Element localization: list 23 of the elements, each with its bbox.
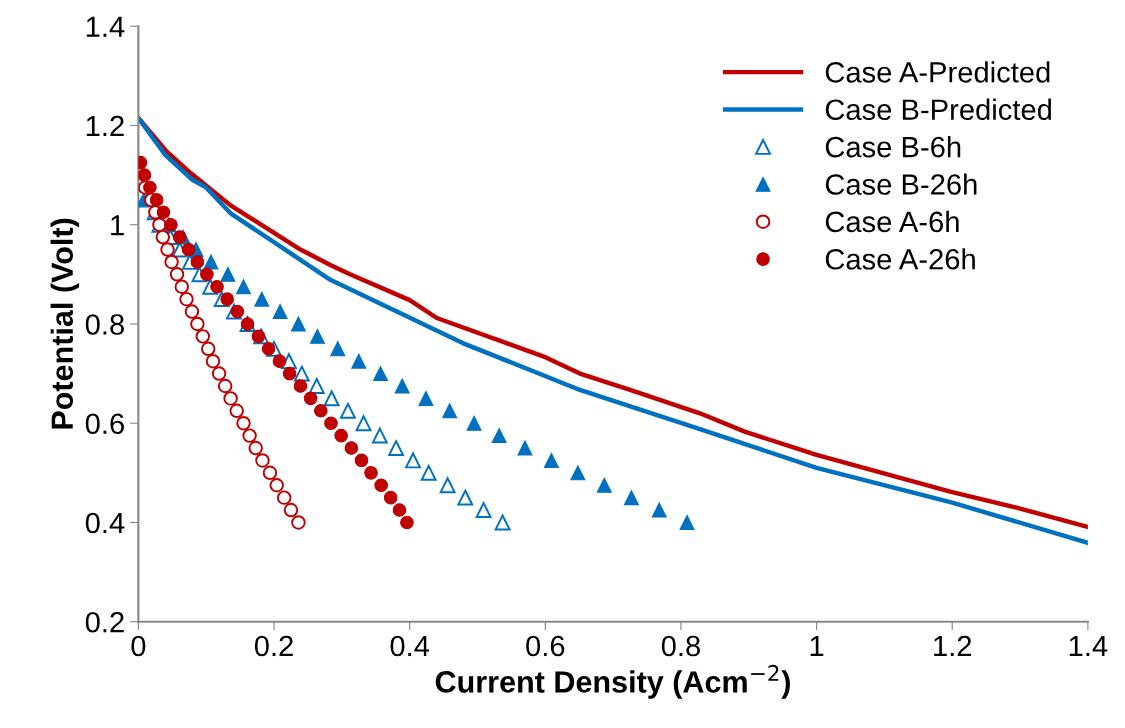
y-tick-label: 0.6 [85,413,124,435]
y-axis-title: Potential (Volt) [50,218,80,429]
x-tick-label: 0.6 [526,635,565,657]
legend-label: Case A-6h [825,210,959,233]
y-tick-label: 0.4 [85,512,125,534]
x-tick-label: 0 [131,635,146,657]
x-tick-label: 0.2 [254,635,293,657]
legend-label: Case A-26h [825,248,975,270]
x-tick-label: 1.4 [1069,635,1108,657]
y-tick-label: 1 [111,215,124,236]
x-tick-label: 0.8 [661,635,700,657]
y-tick-label: 0.8 [85,314,124,335]
y-tick-label: 1.2 [86,115,124,137]
legend-label: Case B-6h [825,136,961,158]
x-axis-title: Current Density (Acm$^{−2}$) [435,664,790,699]
x-tick-label: 1 [810,635,824,657]
legend-label: Case B-26h [825,173,977,195]
x-tick-label: 0.4 [390,635,430,657]
legend-label: Case A-Predicted [825,61,1050,83]
y-tick-label: 0.2 [85,611,124,633]
x-tick-label: 1.2 [934,635,972,657]
y-tick-label: 1.4 [86,16,125,37]
legend-label: Case B-Predicted [825,98,1052,121]
